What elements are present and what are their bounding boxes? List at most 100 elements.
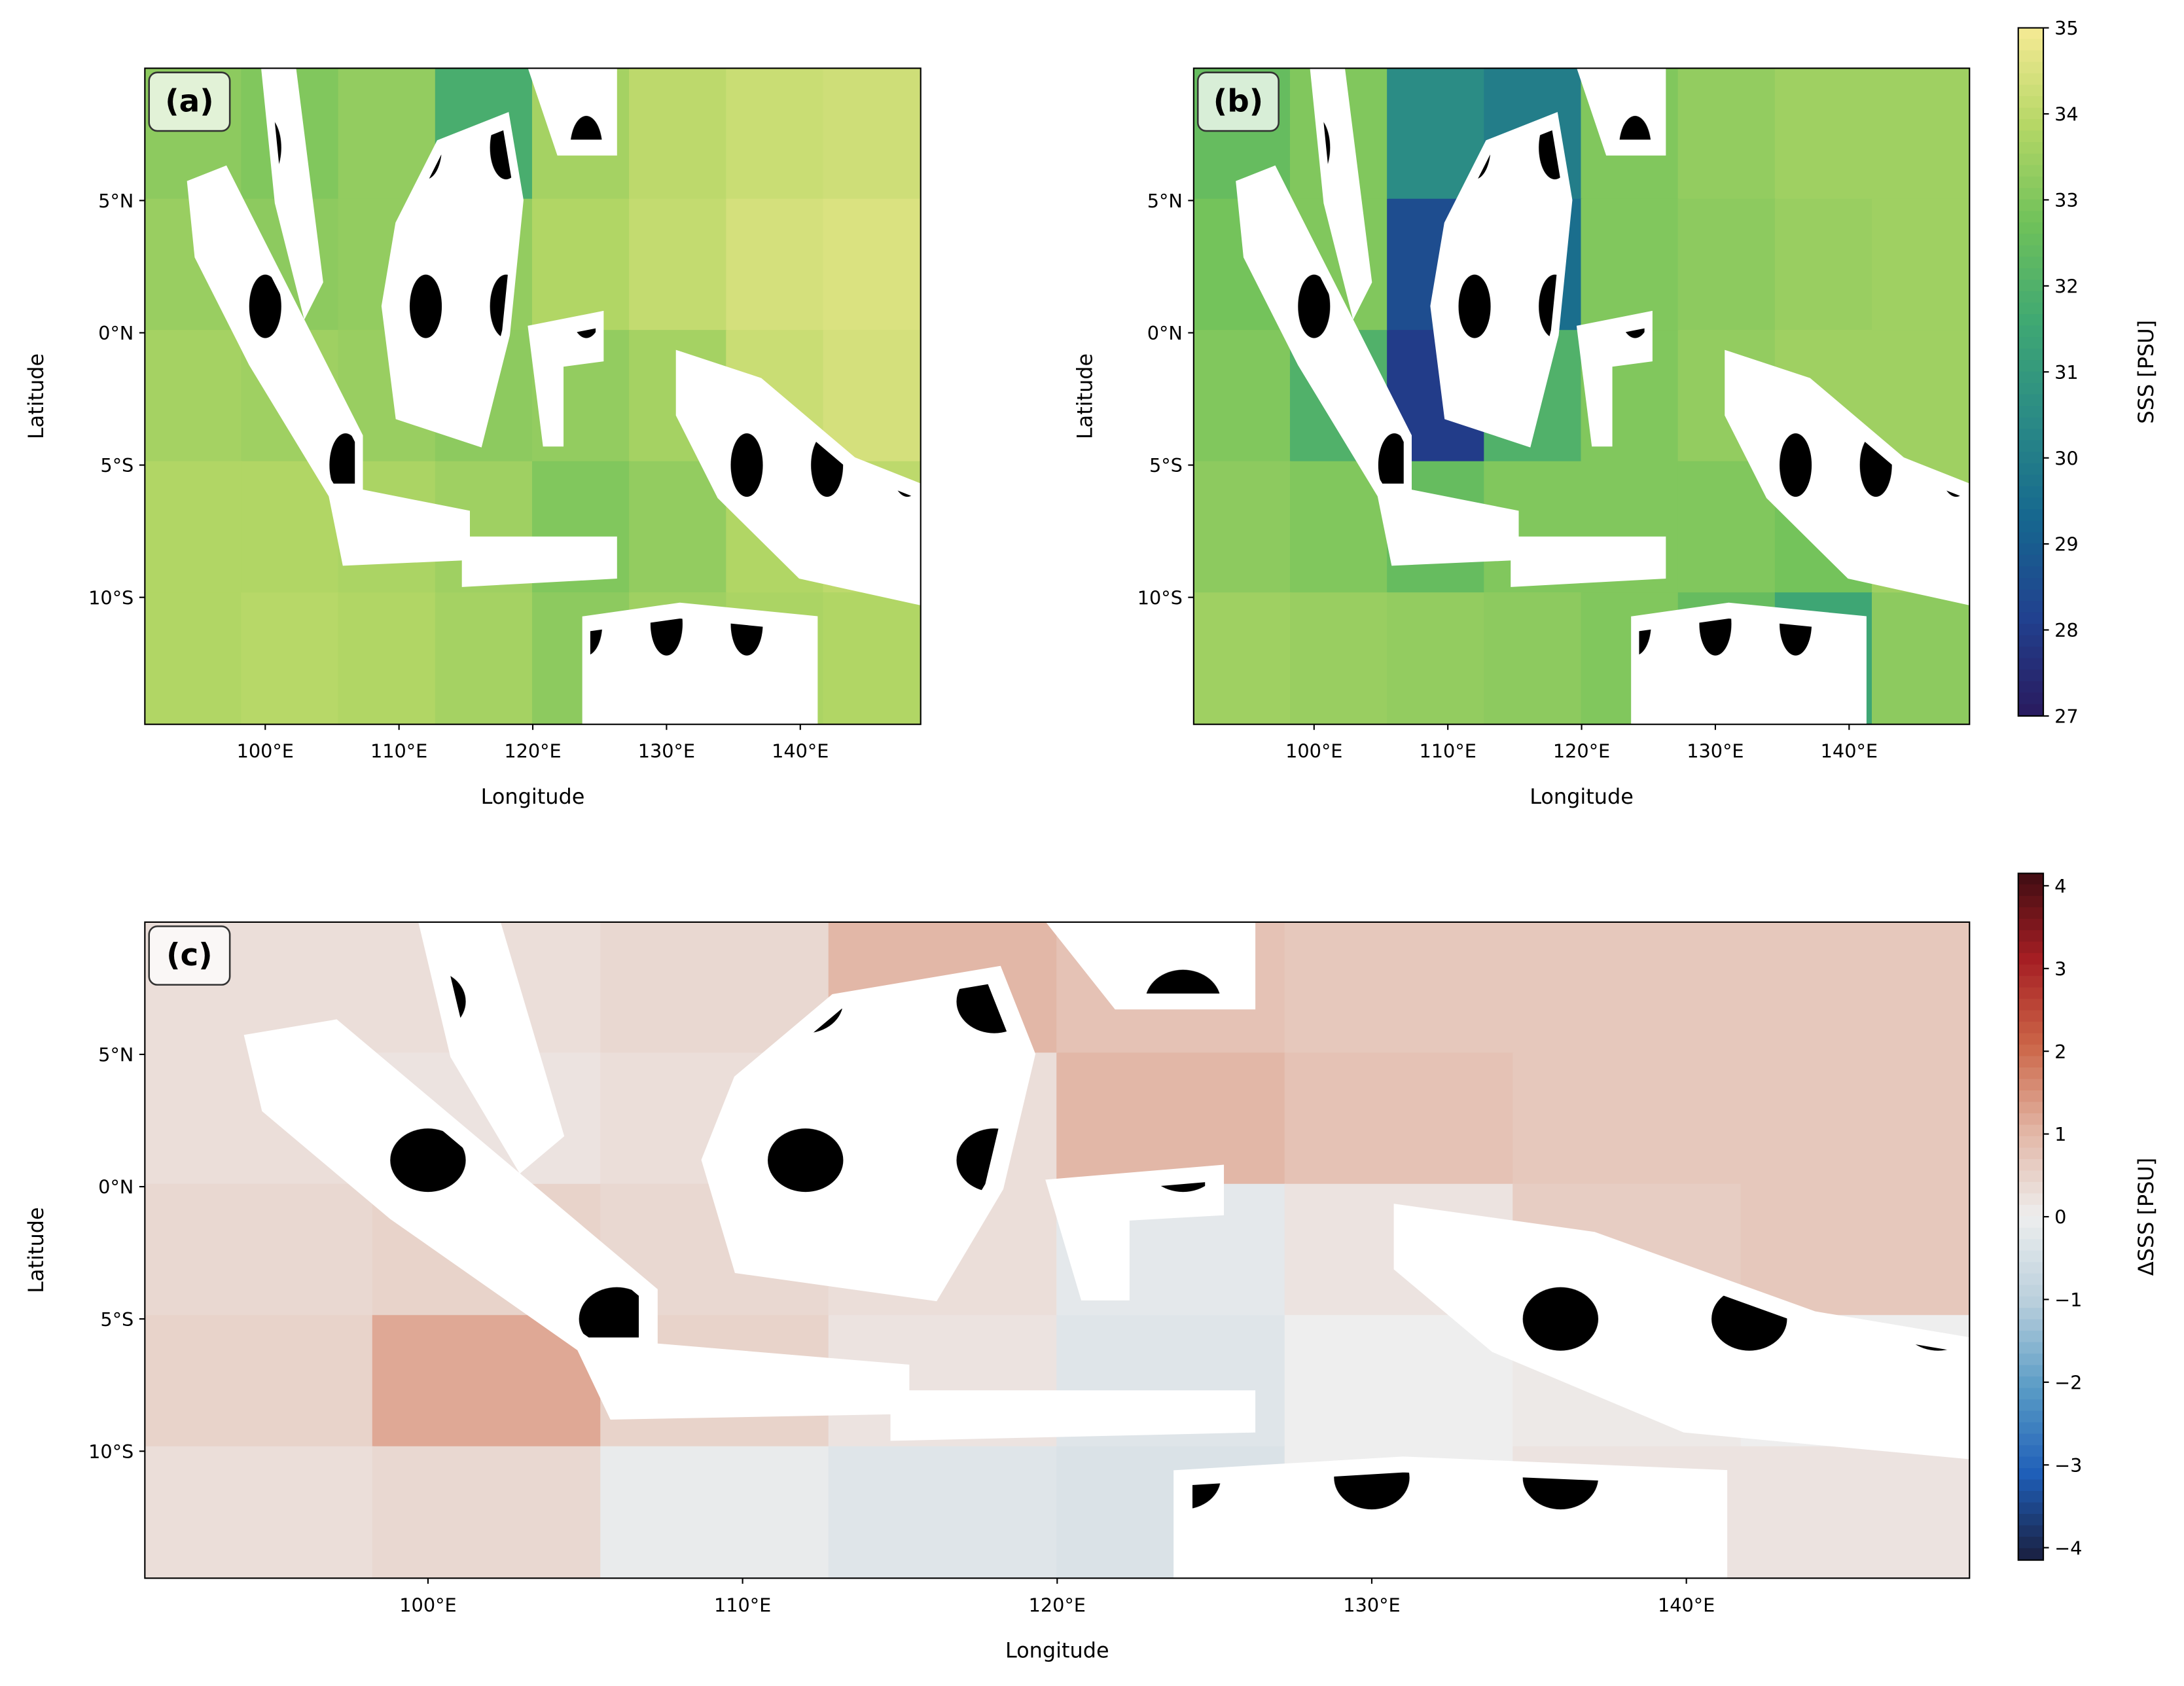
- x-axis-label: Longitude: [481, 784, 585, 809]
- x-axis-label: Longitude: [1530, 784, 1634, 809]
- colorbar-step: [2018, 440, 2044, 453]
- colorbar-step: [2018, 918, 2044, 931]
- colorbar-step: [2018, 1479, 2044, 1492]
- x-tick-label: 130°E: [1687, 740, 1744, 762]
- colorbar-step: [2018, 554, 2044, 567]
- panel-label: (c): [166, 938, 213, 973]
- colorbar-step: [2018, 895, 2044, 908]
- colorbar-step: [2018, 1056, 2044, 1069]
- y-tick-label: 10°S: [1137, 586, 1183, 609]
- colorbar-step: [2018, 107, 2044, 120]
- colorbar-step: [2018, 1388, 2044, 1401]
- field: [1193, 68, 1970, 725]
- colorbar-step: [2018, 1468, 2044, 1480]
- colorbar-step: [2018, 601, 2044, 613]
- field: [145, 922, 1970, 1579]
- colorbar-step: [2018, 130, 2044, 143]
- x-tick-label: 110°E: [714, 1594, 771, 1616]
- colorbar-step: [2018, 953, 2044, 965]
- colorbar-tick-label: 3: [2054, 958, 2066, 980]
- colorbar-step: [2018, 1376, 2044, 1389]
- cell: [1872, 198, 1970, 332]
- colorbar-step: [2018, 1410, 2044, 1424]
- colorbar-tick-label: 27: [2054, 706, 2079, 728]
- colorbar-step: [2018, 348, 2044, 361]
- colorbar-step: [2018, 314, 2044, 327]
- y-axis-label: Latitude: [24, 1207, 48, 1293]
- cell: [1740, 1052, 1970, 1185]
- colorbar-step: [2018, 520, 2044, 533]
- colorbar-step: [2018, 1239, 2044, 1252]
- panel-label-box: [148, 925, 231, 986]
- cell: [823, 330, 921, 463]
- colorbar-step: [2018, 234, 2044, 247]
- cell: [145, 461, 243, 594]
- cell: [145, 592, 243, 725]
- panel-label: (a): [165, 84, 213, 119]
- colorbar-step: [2018, 1090, 2044, 1103]
- colorbar-tick-label: 0: [2054, 1206, 2066, 1229]
- x-tick-label: 130°E: [638, 740, 695, 762]
- panel-label-box: [148, 71, 231, 132]
- panel-label-box: [1196, 71, 1280, 132]
- colorbar-step: [2018, 337, 2044, 350]
- cell: [1774, 68, 1874, 200]
- colorbar-step: [2018, 509, 2044, 522]
- colorbar-step: [2018, 394, 2044, 407]
- y-tick-label: 0°N: [98, 322, 134, 344]
- colorbar-tick-label: 1: [2054, 1123, 2066, 1145]
- cell: [726, 68, 825, 200]
- y-axis-label: Latitude: [24, 353, 48, 439]
- colorbar-step: [2018, 1170, 2044, 1183]
- x-tick-label: 140°E: [1658, 1594, 1715, 1616]
- colorbar-step: [2018, 1536, 2044, 1549]
- colorbar-step: [2018, 302, 2044, 315]
- cell: [1774, 198, 1874, 332]
- y-tick-label: 10°S: [88, 586, 134, 609]
- cell: [145, 330, 243, 463]
- colorbar-step: [2018, 84, 2044, 98]
- colorbar-step: [2018, 199, 2044, 212]
- cell: [629, 68, 728, 200]
- cell: [1872, 330, 1970, 463]
- colorbar-tick-label: −1: [2054, 1289, 2082, 1311]
- colorbar-step: [2018, 371, 2044, 384]
- cell: [145, 1315, 374, 1448]
- cell: [1740, 1446, 1970, 1579]
- colorbar-tick-label: −2: [2054, 1371, 2082, 1393]
- colorbar-step: [2018, 222, 2044, 235]
- colorbar-step: [2018, 27, 2044, 40]
- colorbar-step: [2018, 1514, 2044, 1526]
- colorbar-step: [2018, 383, 2044, 395]
- colorbar-step: [2018, 406, 2044, 418]
- colorbar-step: [2018, 1102, 2044, 1115]
- cell: [372, 1446, 602, 1579]
- cell: [145, 1446, 374, 1579]
- colorbar-step: [2018, 176, 2044, 189]
- colorbar-step: [2018, 1354, 2044, 1366]
- colorbar-tick-label: 29: [2054, 533, 2079, 556]
- colorbar-step: [2018, 268, 2044, 281]
- x-tick-label: 140°E: [772, 740, 829, 762]
- cell: [600, 1446, 830, 1579]
- x-tick-label: 100°E: [1285, 740, 1342, 762]
- cell: [1056, 1052, 1286, 1185]
- field: [145, 68, 921, 725]
- colorbar-step: [2018, 417, 2044, 430]
- colorbar-step: [2018, 1136, 2044, 1149]
- cell: [1193, 330, 1292, 463]
- colorbar-step: [2018, 624, 2044, 636]
- cell: [531, 198, 631, 332]
- cell: [1484, 592, 1583, 725]
- cell: [1193, 592, 1292, 725]
- colorbar-step: [2018, 612, 2044, 625]
- colorbar-step: [2018, 1273, 2044, 1286]
- colorbar-step: [2018, 62, 2044, 75]
- colorbar-step: [2018, 1525, 2044, 1538]
- colorbar-step: [2018, 279, 2044, 293]
- colorbar-tick-label: 35: [2054, 17, 2079, 39]
- y-tick-label: 0°N: [1147, 322, 1183, 344]
- colorbar-tick-label: −3: [2054, 1454, 2082, 1477]
- colorbar-step: [2018, 531, 2044, 545]
- colorbar-step: [2018, 1216, 2044, 1229]
